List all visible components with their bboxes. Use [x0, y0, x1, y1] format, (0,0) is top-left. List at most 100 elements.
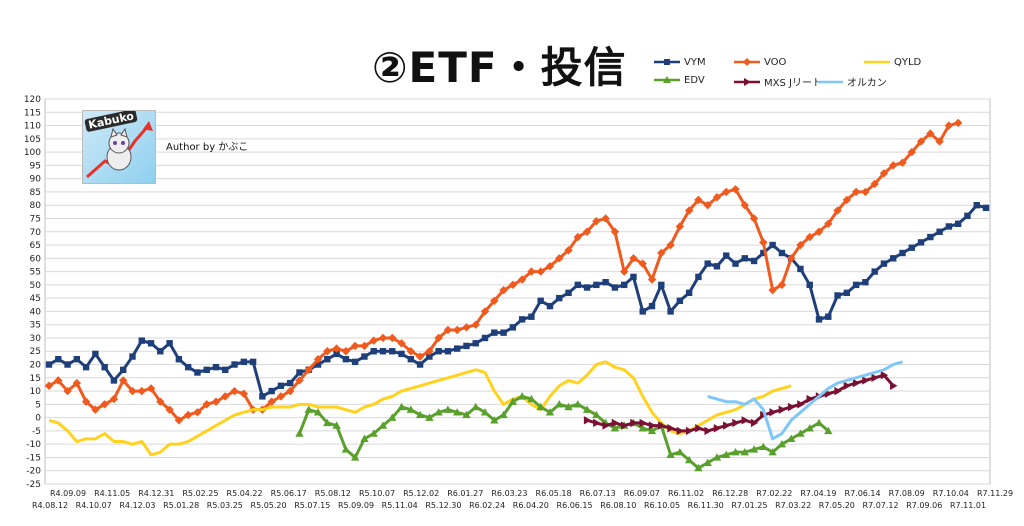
data-point-vym: [973, 202, 980, 209]
data-point-voo: [490, 296, 499, 305]
data-point-voo: [740, 201, 749, 210]
data-point-edv: [452, 408, 462, 416]
y-tick-label: 10: [30, 387, 42, 397]
data-point-voo: [879, 169, 889, 178]
data-point-voo: [508, 280, 518, 290]
data-point-voo: [555, 254, 564, 263]
data-point-vym: [648, 302, 656, 310]
x-tick-label: R6.01.27: [447, 489, 483, 498]
data-point-mxsj: [750, 418, 759, 428]
y-tick-label: 60: [30, 254, 42, 264]
data-point-mxsj: [704, 426, 712, 436]
data-point-vym: [435, 348, 442, 355]
data-point-edv: [388, 413, 397, 421]
y-tick-label: 90: [30, 175, 42, 185]
data-point-vym: [537, 297, 544, 304]
data-point-voo: [749, 214, 759, 223]
data-point-vym: [120, 366, 127, 374]
data-point-vym: [825, 313, 832, 320]
data-point-vym: [741, 255, 748, 262]
data-point-vym: [834, 292, 841, 299]
data-point-edv: [295, 429, 304, 437]
data-point-edv: [323, 418, 332, 427]
data-point-voo: [814, 227, 824, 236]
data-point-voo: [768, 285, 777, 295]
data-point-vym: [240, 358, 248, 366]
chart-title: ②ETF・投信: [372, 43, 627, 92]
data-point-edv: [369, 429, 378, 437]
data-point-voo: [684, 206, 694, 215]
data-point-vym: [138, 337, 145, 344]
data-point-vym: [852, 281, 860, 289]
data-point-edv: [684, 455, 694, 464]
data-point-vym: [750, 257, 758, 265]
y-tick-label: 20: [30, 361, 42, 371]
data-point-voo: [119, 376, 128, 385]
data-point-voo: [137, 386, 146, 396]
data-point-vym: [379, 348, 387, 355]
data-point-voo: [156, 397, 165, 406]
data-point-voo: [592, 216, 601, 226]
data-point-mxsj: [676, 426, 685, 436]
y-tick-label: -5: [32, 427, 41, 437]
y-tick-label: 80: [30, 201, 42, 211]
legend-swatch: [817, 80, 843, 83]
data-point-edv: [731, 447, 740, 456]
y-tick-label: -25: [26, 480, 41, 490]
data-point-vym: [806, 281, 813, 289]
data-point-edv: [555, 400, 564, 408]
data-point-edv: [499, 410, 508, 419]
data-point-vym: [82, 363, 90, 371]
data-point-mxsj: [713, 424, 722, 433]
data-point-voo: [536, 267, 545, 276]
data-point-edv: [471, 402, 480, 411]
data-point-edv: [545, 408, 555, 416]
x-tick-label: R6.09.07: [624, 489, 660, 498]
data-point-voo: [759, 238, 768, 247]
data-point-edv: [332, 421, 341, 429]
data-point-voo: [889, 161, 898, 170]
data-point-voo: [267, 397, 276, 406]
x-tick-label: R4.10.07: [76, 501, 112, 510]
legend-item: オルカン: [817, 74, 887, 89]
data-point-edv: [805, 424, 814, 432]
x-tick-label: R4.12.03: [119, 501, 155, 510]
data-point-voo: [332, 344, 341, 353]
x-tick-label: R7.02.22: [756, 489, 792, 498]
data-point-edv: [406, 405, 416, 413]
data-point-vym: [695, 273, 702, 281]
x-tick-label: R6.11.02: [668, 489, 704, 498]
data-point-mxsj: [602, 421, 610, 430]
x-tick-label: R7.10.04: [933, 489, 969, 498]
data-point-mxsj: [639, 418, 647, 428]
data-point-vym: [518, 316, 526, 323]
data-point-voo: [657, 248, 666, 258]
legend-item: EDV: [654, 74, 705, 86]
x-tick-label: R7.08.09: [889, 489, 925, 498]
data-point-mxsj: [611, 418, 620, 428]
data-point-vym: [927, 233, 934, 241]
data-point-mxsj: [825, 389, 833, 398]
y-tick-label: 70: [30, 228, 42, 238]
data-point-voo: [786, 254, 796, 263]
data-point-vym: [667, 308, 674, 315]
data-point-edv: [313, 408, 323, 416]
data-point-voo: [211, 397, 221, 406]
legend-label: MXS Jリート: [764, 78, 822, 89]
data-point-vym: [426, 353, 433, 360]
y-tick-label: 95: [30, 161, 41, 171]
data-point-mxsj: [862, 376, 870, 385]
data-point-voo: [953, 118, 963, 128]
data-point-voo: [54, 376, 63, 385]
data-point-edv: [740, 447, 749, 456]
data-point-edv: [517, 392, 527, 400]
data-point-vym: [194, 369, 201, 376]
data-point-vym: [778, 249, 786, 257]
data-point-edv: [425, 413, 434, 421]
legend-item: MXS Jリート: [734, 74, 822, 89]
data-point-vym: [370, 348, 377, 355]
data-point-edv: [814, 418, 824, 427]
data-point-edv: [703, 458, 712, 466]
data-point-vym: [175, 356, 183, 363]
